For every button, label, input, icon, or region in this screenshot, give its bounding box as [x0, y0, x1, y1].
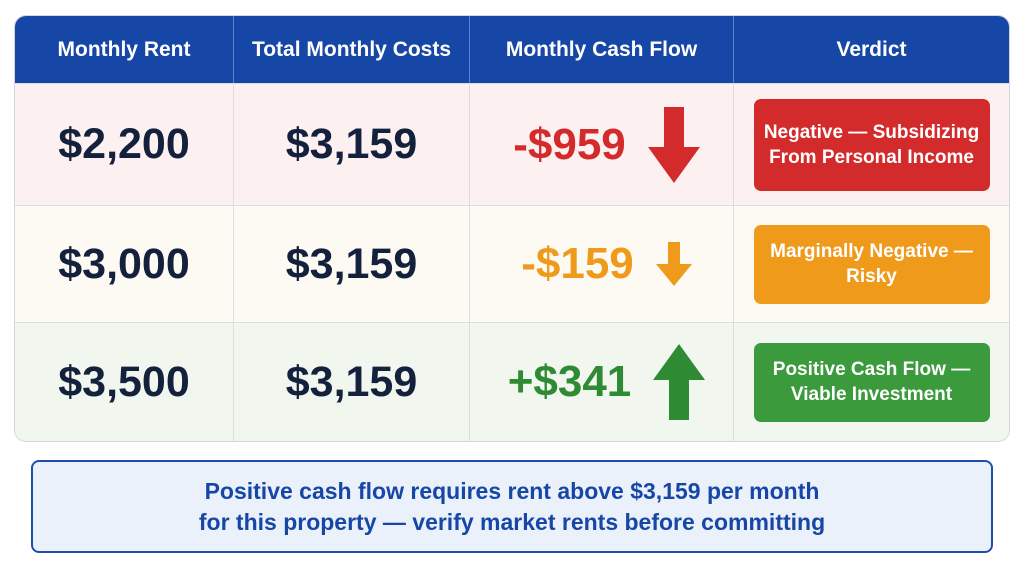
arrow-down-large-icon [647, 106, 700, 183]
table-row: $2,200 $3,159 -$959 Negative — Subsidizi… [15, 83, 1009, 205]
verdict-badge: Negative — Subsidizing From Personal Inc… [753, 98, 990, 191]
table-row: $3,500 $3,159 +$341 Positive Cash Flow —… [15, 322, 1009, 441]
rent-cell: $3,500 [15, 323, 234, 441]
cash-flow-value: -$959 [513, 119, 626, 169]
rent-cell: $2,200 [15, 84, 234, 205]
header-monthly-cash-flow: Monthly Cash Flow [470, 16, 734, 83]
table-row: $3,000 $3,159 -$159 Marginally Negative … [15, 205, 1009, 322]
costs-cell: $3,159 [234, 84, 470, 205]
rent-value: $3,500 [58, 357, 190, 406]
cash-flow-wrap: -$959 [503, 106, 700, 183]
header-verdict: Verdict [836, 37, 907, 61]
verdict-cell: Negative — Subsidizing From Personal Inc… [734, 84, 1009, 205]
cash-flow-wrap: -$159 [511, 239, 692, 289]
verdict-badge: Marginally Negative — Risky [753, 224, 990, 304]
verdict-cell: Positive Cash Flow — Viable Investment [734, 323, 1009, 441]
costs-value: $3,159 [285, 357, 418, 406]
summary-note-line-1: Positive cash flow requires rent above $… [204, 477, 820, 504]
cash-flow-table: Monthly Rent Total Monthly Costs Monthly… [14, 15, 1010, 442]
table-header-row: Monthly Rent Total Monthly Costs Monthly… [15, 16, 1009, 83]
costs-value: $3,159 [285, 239, 418, 288]
verdict-badge: Positive Cash Flow — Viable Investment [753, 342, 990, 422]
cash-flow-cell: -$959 [470, 84, 734, 205]
summary-note-line-2: for this property — verify market rents … [198, 508, 826, 535]
costs-cell: $3,159 [234, 206, 470, 322]
cash-flow-value: +$341 [507, 357, 632, 406]
header-monthly-rent: Monthly Rent [15, 16, 234, 83]
cash-flow-cell: -$159 [470, 206, 734, 322]
cash-flow-value: -$159 [521, 239, 634, 288]
rent-value: $3,000 [58, 239, 190, 288]
cash-flow-cell: +$341 [470, 323, 734, 441]
summary-note: Positive cash flow requires rent above $… [31, 460, 993, 553]
arrow-up-large-icon [653, 344, 706, 420]
header-total-monthly-costs: Total Monthly Costs [234, 16, 470, 83]
costs-cell: $3,159 [234, 323, 470, 441]
rent-value: $2,200 [58, 120, 190, 168]
rent-cell: $3,000 [15, 206, 234, 322]
cash-flow-wrap: +$341 [498, 344, 706, 420]
verdict-cell: Marginally Negative — Risky [734, 206, 1009, 322]
costs-value: $3,159 [285, 120, 418, 168]
arrow-down-small-icon [655, 242, 692, 286]
